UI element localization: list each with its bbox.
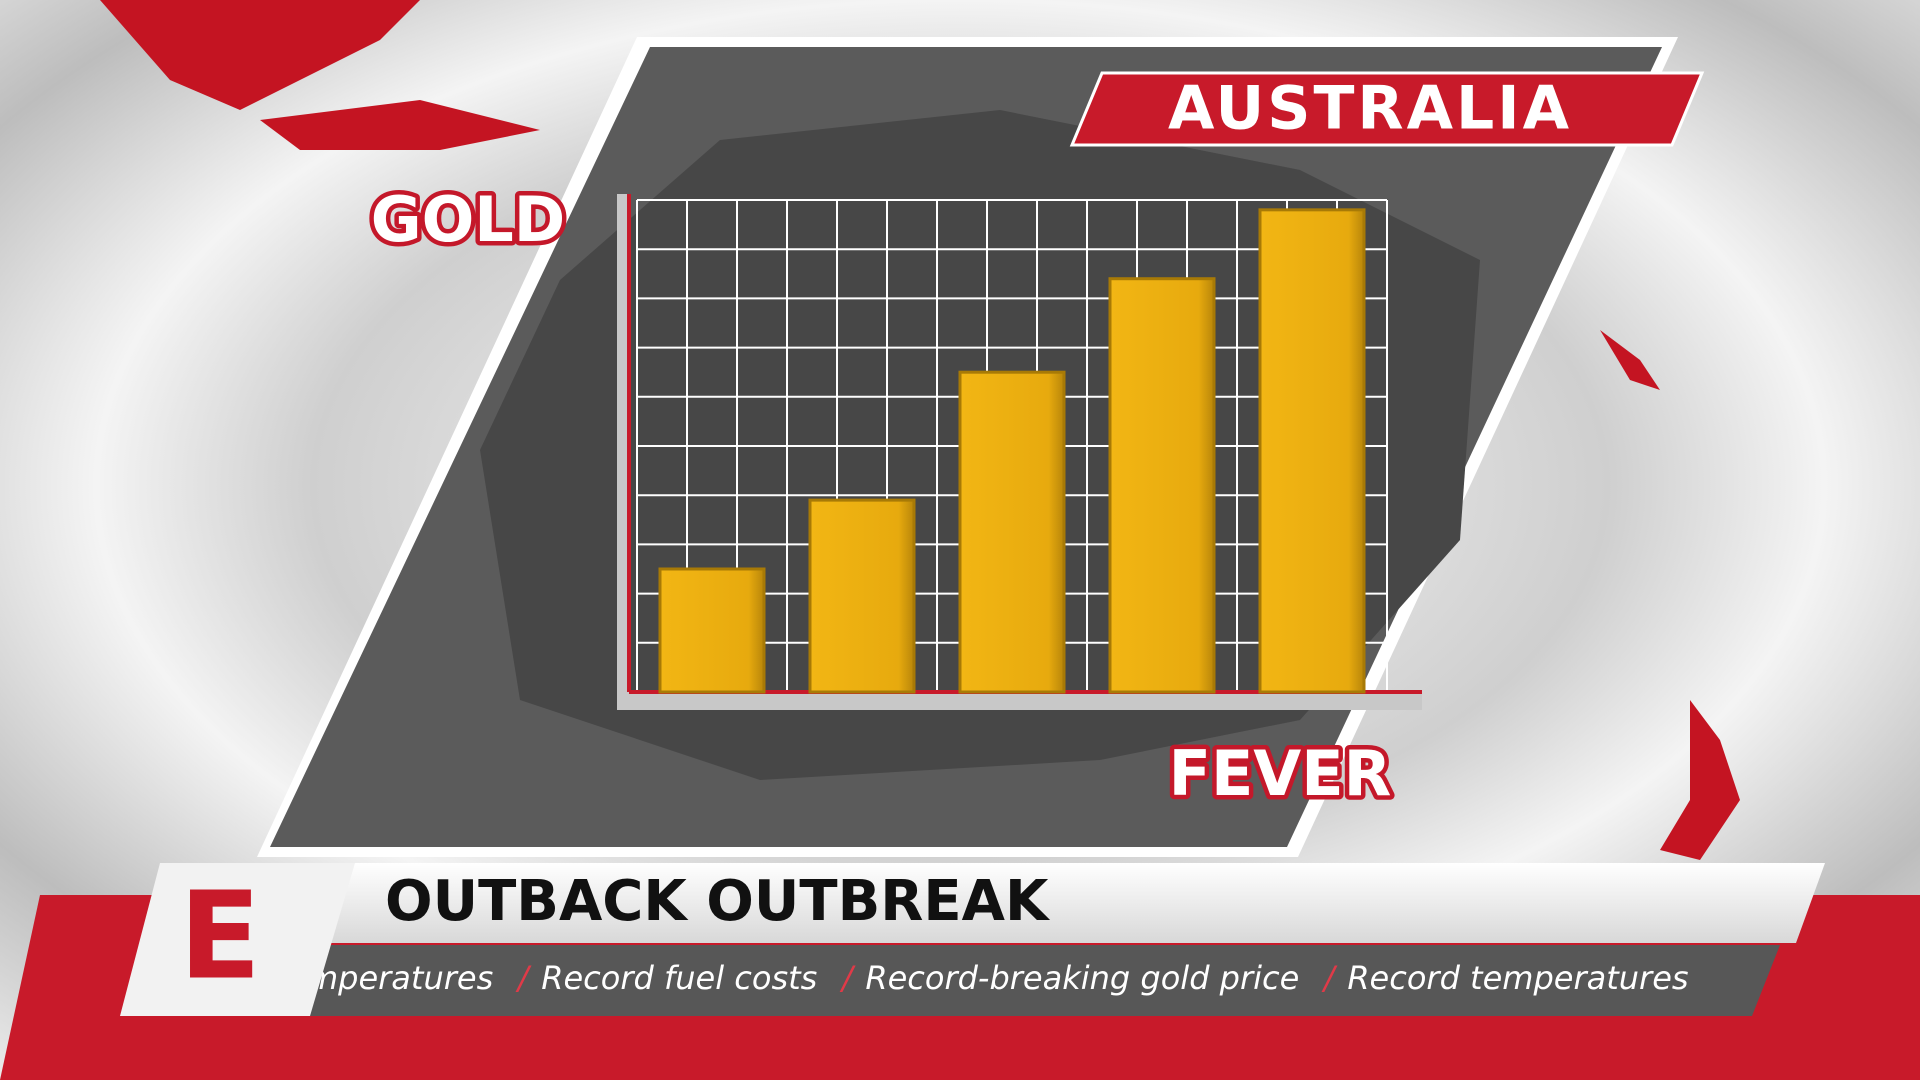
ticker-item: Record temperatures xyxy=(1347,959,1688,997)
ticker-bar xyxy=(282,945,1780,1016)
ticker: Record temperatures / Record fuel costs / Re… xyxy=(282,959,1689,997)
bar xyxy=(1258,208,1366,694)
map-decor xyxy=(100,0,1740,860)
bar xyxy=(808,498,916,694)
axis-wall xyxy=(617,194,629,710)
bar xyxy=(958,370,1066,694)
ticker-separator: / xyxy=(515,959,532,997)
logo-box xyxy=(120,863,355,1016)
axis-floor xyxy=(617,692,1422,710)
logo: E xyxy=(179,868,261,1007)
headline-bar xyxy=(311,863,1825,943)
ticker-item: Record fuel costs xyxy=(541,959,817,997)
banner-box xyxy=(1069,71,1705,147)
banner-text: AUSTRALIA xyxy=(1168,74,1572,144)
chart-subtitle: FEVER xyxy=(1169,737,1392,810)
ticker-separator: / xyxy=(839,959,856,997)
bar xyxy=(1108,277,1216,694)
ticker-separator: / xyxy=(1321,959,1338,997)
headline: OUTBACK OUTBREAK xyxy=(385,869,1051,934)
chart xyxy=(617,194,1422,710)
ticker-item: Record-breaking gold price xyxy=(865,959,1299,997)
bar xyxy=(658,567,766,694)
chart-title: GOLD xyxy=(371,183,566,256)
